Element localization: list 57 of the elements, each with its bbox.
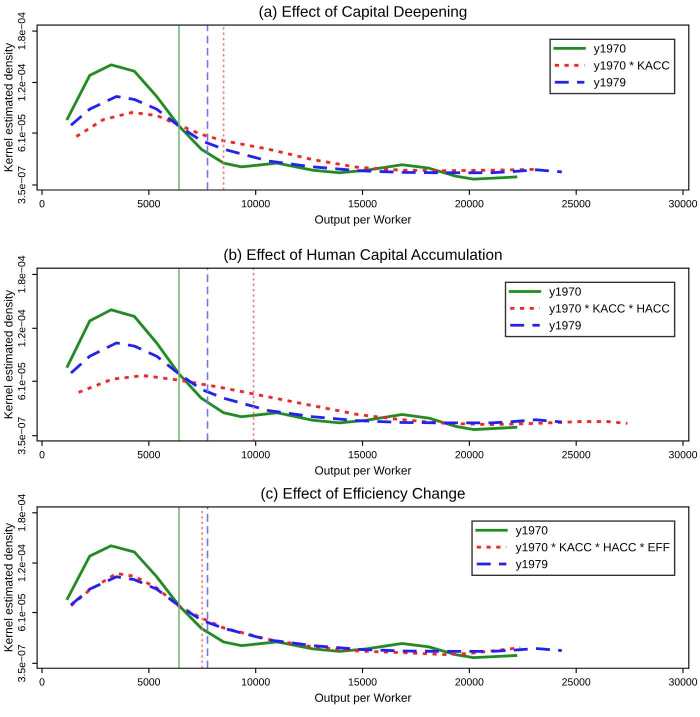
x-tick-label: 25000 — [562, 450, 590, 458]
legend-label: y1970 * KACC — [594, 61, 670, 72]
y-tick-label: 3.5e−07 — [18, 417, 26, 454]
y-tick-label: 3.5e−07 — [18, 166, 26, 204]
y-tick-label: 1.8e−04 — [18, 494, 26, 531]
line-series — [70, 95, 564, 174]
x-tick-label: 0 — [40, 678, 45, 686]
x-axis-title: Output per Worker — [315, 466, 412, 477]
x-tick-label: 30000 — [668, 678, 698, 686]
x-tick-label: 25000 — [562, 200, 590, 208]
y-axis-title: Kernel estimated density — [4, 290, 15, 418]
x-tick-label: 20000 — [455, 678, 484, 686]
y-tick-label: 1.8e−04 — [18, 12, 26, 50]
x-axis-title: Output per Worker — [315, 214, 412, 226]
x-tick-label: 15000 — [348, 678, 377, 686]
line-series — [70, 342, 564, 424]
legend-label: y1979 — [594, 78, 626, 89]
x-tick-label: 10000 — [242, 450, 270, 458]
x-tick-label: 0 — [40, 200, 45, 208]
y-axis-title: Kernel estimated density — [4, 42, 15, 172]
legend-label: y1979 — [549, 321, 581, 332]
y-tick-label: 6.1e−05 — [18, 594, 26, 631]
x-tick-label: 20000 — [455, 200, 484, 208]
y-tick-label: 1.8e−04 — [18, 256, 26, 293]
x-tick-label: 25000 — [562, 678, 590, 686]
chart-title: (c) Effect of Efficiency Change — [261, 488, 465, 502]
y-tick-label: 6.1e−05 — [18, 362, 26, 400]
x-tick-label: 10000 — [242, 200, 270, 208]
legend-label: y1970 — [549, 287, 581, 298]
legend-label: y1970 * KACC * HACC * EFF — [516, 543, 670, 554]
x-axis-title: Output per Worker — [315, 693, 412, 704]
line-series — [66, 544, 518, 659]
y-tick-label: 3.5e−07 — [18, 644, 26, 682]
y-tick-label: 6.1e−05 — [18, 114, 26, 152]
legend-label: y1970 — [516, 526, 548, 537]
y-tick-label: 1.2e−04 — [18, 64, 26, 101]
line-series — [66, 63, 518, 181]
x-tick-label: 30000 — [668, 450, 698, 458]
x-tick-label: 0 — [40, 450, 45, 458]
x-tick-label: 10000 — [242, 678, 270, 686]
x-tick-label: 5000 — [138, 450, 160, 458]
x-tick-label: 15000 — [348, 450, 377, 458]
x-tick-label: 5000 — [138, 678, 160, 686]
y-tick-label: 1.2e−04 — [18, 310, 26, 346]
x-tick-label: 5000 — [138, 200, 160, 208]
y-tick-label: 1.2e−04 — [18, 544, 26, 582]
y-axis-title: Kernel estimated density — [4, 522, 15, 652]
line-series — [77, 374, 629, 426]
chart-title: (a) Effect of Capital Deepening — [260, 6, 466, 20]
x-tick-label: 15000 — [348, 200, 377, 208]
chart-title: (b) Effect of Human Capital Accumulation — [224, 248, 502, 263]
x-tick-label: 30000 — [668, 200, 698, 208]
legend-label: y1979 — [516, 560, 548, 571]
x-tick-label: 20000 — [455, 450, 484, 458]
legend-label: y1970 * KACC * HACC — [549, 304, 670, 315]
line-series — [66, 308, 518, 431]
legend-label: y1970 — [594, 44, 626, 55]
